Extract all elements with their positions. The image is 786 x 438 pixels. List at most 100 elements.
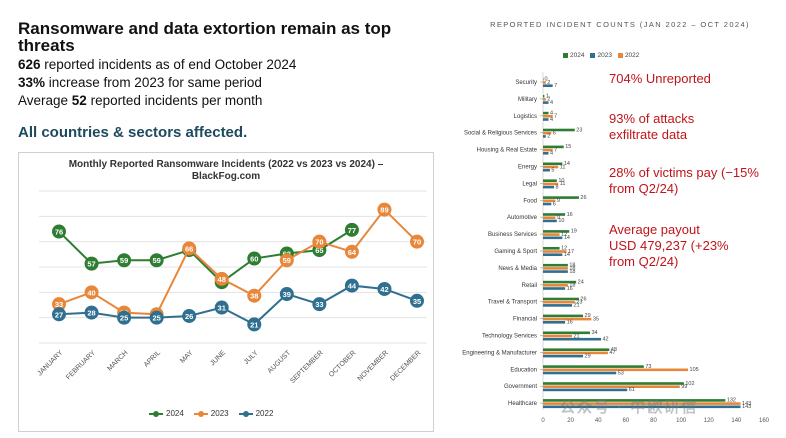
data-label: 60 (250, 255, 258, 264)
stats-block: 626 reported incidents as of end October… (18, 56, 296, 110)
legend-2023: 2023 (193, 409, 229, 418)
bar-value-label: 12 (561, 246, 567, 252)
category-label: Security (515, 80, 537, 86)
bar-value-label: 16 (567, 320, 573, 326)
x-axis-tick: 100 (676, 418, 687, 424)
data-point (182, 308, 197, 323)
category-label: Business Services (488, 232, 537, 238)
data-point (182, 241, 197, 256)
data-label: 44 (348, 282, 357, 291)
data-point (279, 287, 294, 302)
bar-legend-2023: 2023 (590, 52, 612, 59)
data-label: 48 (218, 275, 226, 284)
bar (543, 368, 689, 372)
bar (543, 317, 592, 321)
bar (543, 348, 610, 351)
data-label: 57 (87, 260, 95, 269)
line-chart-svg: JANUARY FEBRUARY MARCH APRIL MAY JUNE JULY AUGU… (36, 190, 427, 385)
category-label: Technology Services (482, 334, 537, 340)
bar-value-label: 105 (690, 367, 699, 373)
bar-value-label: 73 (645, 364, 651, 370)
data-label: 28 (87, 309, 95, 318)
bar (543, 179, 557, 182)
bar (543, 334, 573, 338)
bar-value-label: 0 (545, 77, 548, 83)
bar-value-label: 6 (553, 131, 556, 137)
data-label: 70 (413, 238, 421, 247)
bar-value-label: 21 (574, 333, 580, 339)
bar (543, 233, 560, 236)
callout-average-payout: Average payout USD 479,237 (+23% from Q2… (609, 222, 729, 269)
bar (543, 202, 552, 206)
data-point (377, 202, 392, 217)
bar (543, 263, 568, 267)
data-point (84, 256, 99, 271)
bar-value-label: 29 (585, 353, 591, 359)
bar-value-label: 7 (554, 147, 557, 153)
category-label: Logistics (514, 114, 537, 120)
bar-value-label: 18 (569, 266, 575, 272)
data-label: 25 (120, 314, 128, 323)
data-point (117, 253, 132, 268)
bar-value-label: 4 (550, 117, 553, 123)
data-label: 38 (250, 292, 258, 301)
bar-value-label: 34 (591, 330, 597, 336)
bar-value-label: 132 (727, 398, 736, 404)
bar (543, 402, 741, 405)
bar-value-label: 102 (685, 381, 694, 387)
bar-value-label: 18 (569, 283, 575, 289)
data-point (117, 310, 132, 325)
stat-average: Average 52 reported incidents per month (18, 93, 263, 108)
data-point (247, 288, 262, 303)
data-point (52, 297, 66, 312)
bar-value-label: 16 (567, 286, 573, 292)
bar-value-label: 17 (568, 249, 574, 255)
bar (543, 115, 553, 118)
bar-value-label: 15 (565, 144, 571, 150)
bar-value-label: 47 (609, 350, 615, 356)
bar-value-label: 5 (551, 168, 554, 174)
stat-increase: 33% increase from 2023 for same period (18, 75, 262, 90)
bar-value-label: 21 (574, 303, 580, 309)
category-label: Energy (518, 165, 537, 171)
category-label: Legal (522, 181, 537, 187)
bar (543, 354, 584, 358)
bar (543, 230, 570, 233)
data-point (214, 300, 229, 315)
data-point (344, 222, 359, 237)
category-label: Military (518, 97, 537, 103)
bar-value-label: 99 (681, 384, 687, 390)
x-axis-tick: 0 (541, 418, 545, 424)
bar (543, 219, 557, 223)
bar (543, 280, 577, 284)
line-chart-legend: 2024 2023 2022 (149, 409, 273, 418)
x-axis-tick: 20 (567, 418, 574, 424)
bar (543, 388, 628, 392)
category-label: Social & Religious Services (464, 131, 537, 137)
legend-2024: 2024 (149, 409, 184, 418)
data-label: 33 (55, 300, 63, 309)
subhead: All countries & sectors affected. (18, 124, 248, 141)
data-label: 26 (185, 312, 193, 321)
bar (543, 182, 559, 186)
bar (543, 98, 546, 101)
legend-2022: 2022 (238, 409, 273, 418)
bar (543, 314, 584, 318)
bar (543, 399, 726, 402)
bar-value-label: 14 (564, 161, 570, 167)
bar (543, 382, 684, 385)
bar-value-label: 9 (557, 198, 560, 204)
bar-value-label: 48 (611, 347, 617, 353)
bar (543, 371, 617, 375)
data-point (84, 305, 99, 320)
data-point (377, 281, 392, 296)
bar (543, 287, 566, 290)
bar-value-label: 26 (580, 195, 586, 201)
bar-value-label: 12 (561, 232, 567, 238)
x-axis-tick: 60 (623, 418, 630, 424)
bar-value-label: 10 (558, 178, 564, 184)
x-axis-tick: 80 (650, 418, 657, 424)
bar-value-label: 53 (618, 370, 624, 376)
bar-value-label: 6 (553, 201, 556, 207)
bar-value-label: 8 (556, 184, 559, 190)
